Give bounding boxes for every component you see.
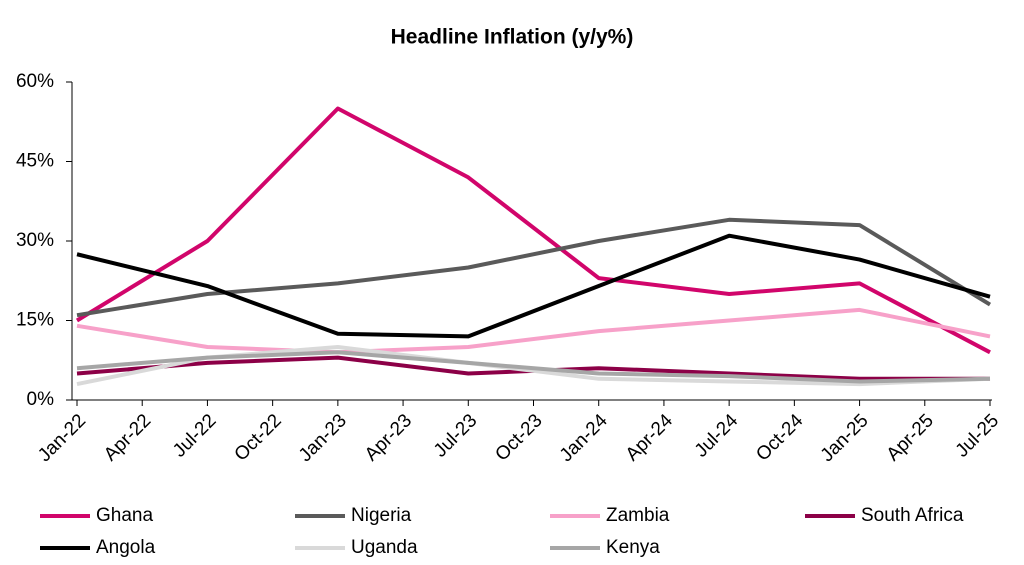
legend-label: Zambia [606,505,670,526]
x-tick-label: Apr-23 [361,410,416,465]
x-tick-label: Jul-25 [952,410,1003,461]
series-line [75,106,991,355]
x-tick-label: Jan-25 [817,410,873,466]
x-tick-label: Apr-25 [883,410,938,465]
x-tick-label: Apr-24 [622,410,677,465]
legend-label: Uganda [351,537,418,558]
x-tick-label: Jan-24 [556,410,612,466]
x-tick-label: Apr-22 [100,410,155,465]
x-tick-label: Jul-24 [691,410,743,462]
series-line [76,350,991,384]
legend-label: Nigeria [351,505,412,526]
series-line [76,233,991,339]
legend-label: Kenya [606,537,660,558]
x-tick-label: Jul-22 [169,410,220,461]
x-tick-label: Jan-22 [34,410,90,466]
x-tick-label: Oct-23 [491,410,546,465]
x-tick-label: Jul-23 [430,410,481,461]
legend-label: South Africa [861,505,964,526]
y-tick-label: 15% [16,310,54,331]
chart-title: Headline Inflation (y/y%) [391,26,634,49]
y-tick-label: 45% [16,151,54,172]
y-tick-label: 30% [16,230,54,251]
y-tick-label: 0% [27,389,55,410]
x-tick-label: Oct-22 [231,410,286,465]
legend-label: Angola [96,537,156,558]
x-tick-label: Jan-23 [295,410,351,466]
series-line [76,307,991,355]
legend-label: Ghana [96,505,153,526]
x-tick-label: Oct-24 [752,410,807,465]
y-tick-label: 60% [16,71,54,92]
